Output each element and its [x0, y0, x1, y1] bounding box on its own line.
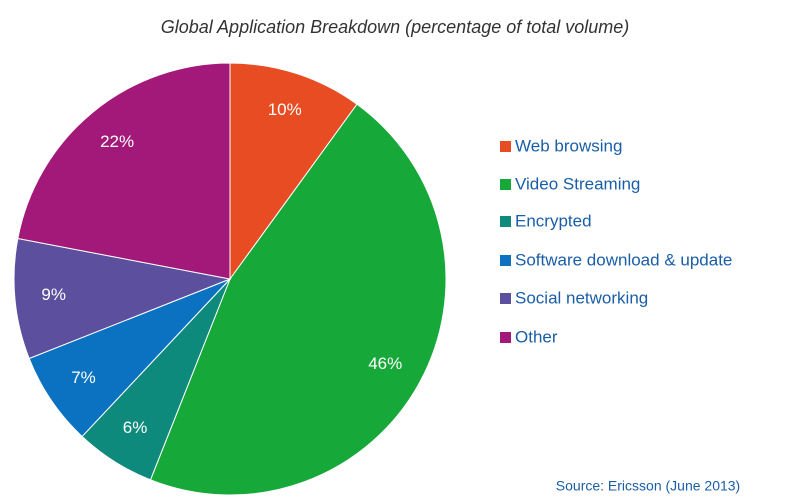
legend-swatch [500, 255, 511, 266]
pie-slice [149, 103, 447, 496]
source: Source: Ericsson (June 2013) [556, 478, 740, 494]
legend-swatch [500, 179, 511, 190]
pie-slice [17, 62, 231, 280]
legend-swatch [500, 141, 511, 152]
data-label: 7% [71, 368, 96, 387]
legend-label: Other [515, 327, 558, 346]
legend-swatch [500, 332, 511, 343]
data-label: 22% [100, 132, 134, 151]
legend-label: Web browsing [515, 136, 622, 155]
chart-title: Global Application Breakdown (percentage… [161, 17, 630, 37]
legend-label: Social networking [515, 288, 648, 307]
pie-slice [229, 62, 358, 281]
data-label: 9% [41, 285, 66, 304]
data-label: 46% [368, 354, 402, 373]
legend-label: Video Streaming [515, 174, 640, 193]
pie-slice [13, 237, 232, 360]
legend-swatch [500, 293, 511, 304]
legend-swatch [500, 216, 511, 227]
legend-label: Software download & update [515, 250, 732, 269]
legend-label: Encrypted [515, 211, 592, 230]
data-label: 6% [123, 418, 148, 437]
data-label: 10% [268, 100, 302, 119]
